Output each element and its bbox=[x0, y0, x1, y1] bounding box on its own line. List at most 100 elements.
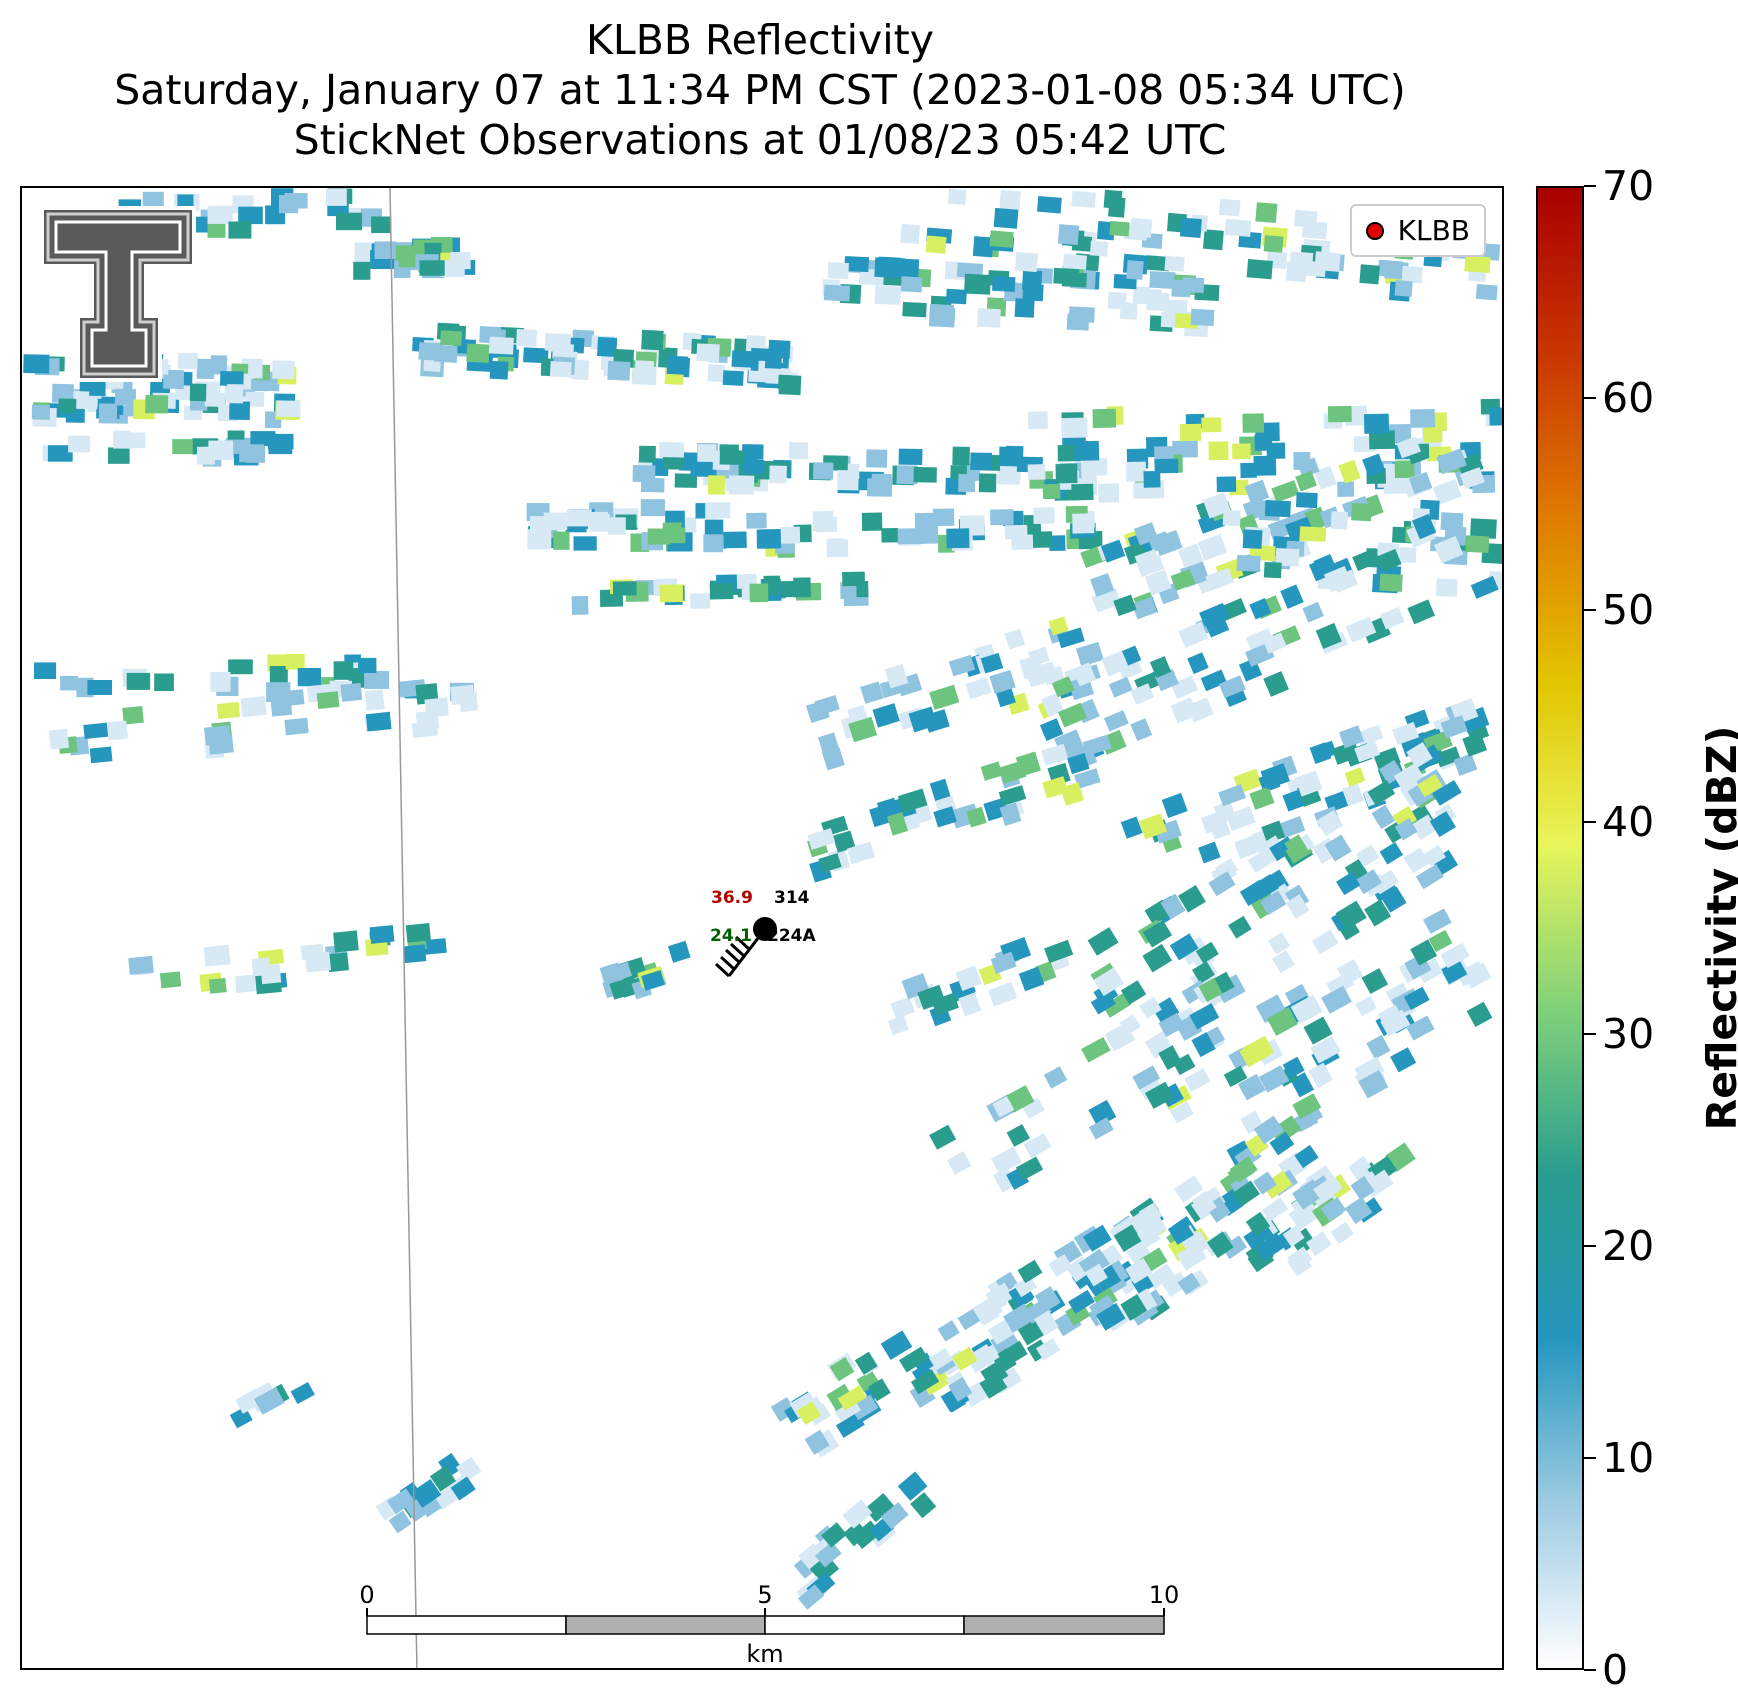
station-dewpoint: 24.1 bbox=[710, 926, 752, 946]
radar-gate bbox=[1222, 509, 1241, 527]
radar-gate bbox=[1021, 1097, 1045, 1119]
radar-gate bbox=[1290, 994, 1323, 1025]
radar-gate bbox=[607, 517, 626, 535]
radar-gate bbox=[1014, 251, 1039, 273]
radar-gate bbox=[1366, 1034, 1391, 1060]
radar-gate bbox=[1262, 1170, 1293, 1199]
radar-gate bbox=[1475, 284, 1498, 301]
radar-gate bbox=[1051, 676, 1075, 698]
radar-gate bbox=[1092, 408, 1117, 428]
radar-gate bbox=[203, 944, 231, 967]
radar-gate bbox=[690, 457, 717, 477]
radar-gate bbox=[1208, 441, 1229, 461]
scale-label-5: 5 bbox=[757, 1581, 773, 1609]
radar-gate bbox=[690, 593, 711, 609]
radar-gate bbox=[898, 448, 923, 466]
radar-gate bbox=[818, 732, 840, 756]
radar-gate bbox=[886, 811, 909, 836]
radar-gate bbox=[1464, 255, 1491, 274]
radar-gate bbox=[1371, 804, 1396, 830]
radar-gate bbox=[756, 529, 782, 549]
radar-gate bbox=[1169, 1101, 1194, 1124]
radar-gate bbox=[1245, 628, 1275, 653]
radar-gate bbox=[902, 301, 927, 318]
radar-gate bbox=[1015, 1156, 1044, 1181]
radar-gate bbox=[948, 654, 976, 677]
radar-gate bbox=[887, 1015, 909, 1036]
scale-unit: km bbox=[746, 1640, 784, 1668]
radar-gate bbox=[122, 706, 144, 725]
radar-gate bbox=[1390, 1047, 1417, 1073]
scale-bar bbox=[366, 1608, 1165, 1635]
radar-gate bbox=[1161, 792, 1188, 819]
radar-gate bbox=[1091, 588, 1122, 613]
radar-gate bbox=[910, 1492, 937, 1519]
radar-gate bbox=[746, 512, 767, 529]
radar-gate bbox=[450, 252, 471, 270]
radar-gate bbox=[1423, 845, 1446, 867]
radar-gate bbox=[1344, 1196, 1373, 1224]
radar-gate bbox=[1453, 753, 1478, 776]
radar-gate bbox=[1299, 526, 1327, 542]
radar-gate bbox=[1190, 308, 1215, 326]
radar-gate bbox=[945, 288, 967, 305]
radar-gate bbox=[999, 802, 1022, 826]
radar-gate bbox=[866, 449, 888, 468]
radar-gate bbox=[1153, 529, 1183, 556]
radar-gate bbox=[1141, 1214, 1168, 1240]
radar-gate bbox=[1049, 535, 1066, 551]
radar-gate bbox=[1198, 977, 1223, 1002]
radar-gate bbox=[1093, 967, 1125, 997]
radar-gate bbox=[1039, 718, 1064, 742]
radar-gate bbox=[1394, 280, 1413, 297]
radar-gate bbox=[1130, 683, 1155, 705]
radar-gate bbox=[1133, 522, 1159, 546]
radar-gate bbox=[965, 677, 992, 700]
radar-gate bbox=[1369, 430, 1396, 450]
radar-gate bbox=[1338, 459, 1361, 484]
radar-gate bbox=[1326, 972, 1355, 997]
radar-gate bbox=[823, 284, 851, 302]
radar-map[interactable]: 36.9 314 24.1 224A 0 5 10 km KLBB bbox=[20, 186, 1504, 1670]
radar-gate bbox=[1282, 1056, 1305, 1079]
radar-gate bbox=[947, 188, 967, 205]
radar-gate bbox=[1242, 413, 1265, 433]
radar-gate bbox=[946, 528, 970, 549]
radar-gate bbox=[1309, 742, 1332, 765]
radar-gate bbox=[874, 257, 899, 278]
radar-gate bbox=[1428, 929, 1453, 953]
colorbar-tick-label: 10 bbox=[1602, 1434, 1655, 1482]
radar-gate bbox=[1314, 465, 1337, 490]
radar-gate bbox=[279, 195, 299, 214]
radar-gate bbox=[1423, 908, 1452, 934]
radar-gate bbox=[948, 1377, 973, 1402]
radar-gate bbox=[832, 830, 856, 853]
radar-gate bbox=[543, 512, 568, 530]
radar-gate bbox=[955, 965, 982, 992]
radar-gate bbox=[1311, 929, 1339, 955]
radar-gate bbox=[788, 442, 809, 460]
radar-gate bbox=[1465, 535, 1490, 554]
colorbar-tick-label: 30 bbox=[1602, 1010, 1655, 1058]
radar-gate bbox=[1313, 554, 1337, 576]
radar-gate bbox=[1242, 1035, 1274, 1065]
radar-gate bbox=[707, 364, 725, 383]
radar-gate bbox=[1093, 1264, 1122, 1292]
radar-gate bbox=[1186, 697, 1214, 723]
radar-gate bbox=[154, 673, 174, 691]
radar-gate bbox=[1041, 693, 1064, 718]
radar-gate bbox=[210, 672, 231, 692]
radar-gate bbox=[1232, 1180, 1260, 1207]
radar-gate bbox=[929, 684, 960, 710]
radar-gate bbox=[1379, 573, 1403, 592]
radar-gate bbox=[1179, 217, 1202, 238]
radar-gate bbox=[1084, 1263, 1108, 1287]
radar-gate bbox=[126, 432, 146, 449]
radar-gate bbox=[1350, 1175, 1375, 1201]
radar-gate bbox=[634, 360, 655, 377]
radar-gate bbox=[1199, 602, 1229, 627]
radar-gate bbox=[58, 398, 77, 413]
radar-gate bbox=[821, 1522, 848, 1548]
radar-gate bbox=[1176, 1241, 1207, 1271]
radar-gate bbox=[571, 595, 589, 615]
